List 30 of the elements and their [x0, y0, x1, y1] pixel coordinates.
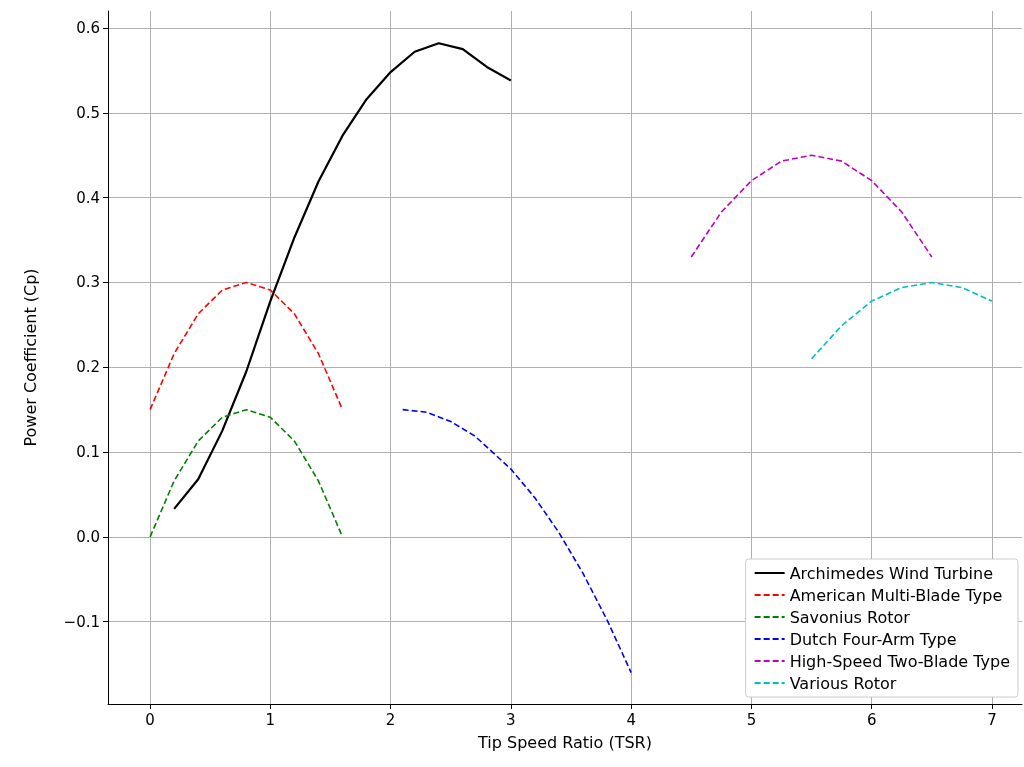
line-series: [810, 281, 993, 360]
x-tick-label: 5: [746, 710, 757, 729]
x-tick-label: 7: [987, 710, 997, 729]
y-tick-label: 0.3: [76, 273, 100, 292]
x-tick-label: 2: [385, 710, 396, 729]
y-tick-label: 0.5: [76, 103, 100, 122]
legend-label: Various Rotor: [789, 673, 897, 693]
x-tick-label: 3: [506, 710, 516, 729]
y-tick-label: 0.6: [76, 18, 100, 37]
y-tick-label: 0.4: [76, 188, 100, 207]
line-series: [401, 408, 632, 674]
x-tick-label: 0: [145, 710, 155, 729]
legend-label: Savonius Rotor: [789, 607, 911, 627]
x-axis-title: Tip Speed Ratio (TSR): [477, 732, 652, 752]
x-tick-label: 4: [626, 710, 636, 729]
legend-label: American Multi-Blade Type: [789, 585, 1003, 605]
y-tick-label: 0.0: [76, 527, 100, 546]
line-series: [173, 42, 512, 511]
y-tick-label: 0.2: [76, 358, 100, 377]
line-series: [690, 154, 933, 258]
legend-label: High-Speed Two-Blade Type: [789, 651, 1011, 671]
y-tick-label: 0.1: [76, 443, 100, 462]
legend-label: Dutch Four-Arm Type: [789, 629, 957, 649]
y-axis-title: Power Coefficient (Cp): [20, 268, 40, 447]
x-tick-label: 1: [265, 710, 276, 729]
x-tick-label: 6: [866, 710, 877, 729]
line-series: [149, 281, 344, 411]
line-series: [149, 408, 344, 538]
y-tick-label: −0.1: [63, 612, 100, 631]
legend-label: Archimedes Wind Turbine: [789, 563, 994, 583]
